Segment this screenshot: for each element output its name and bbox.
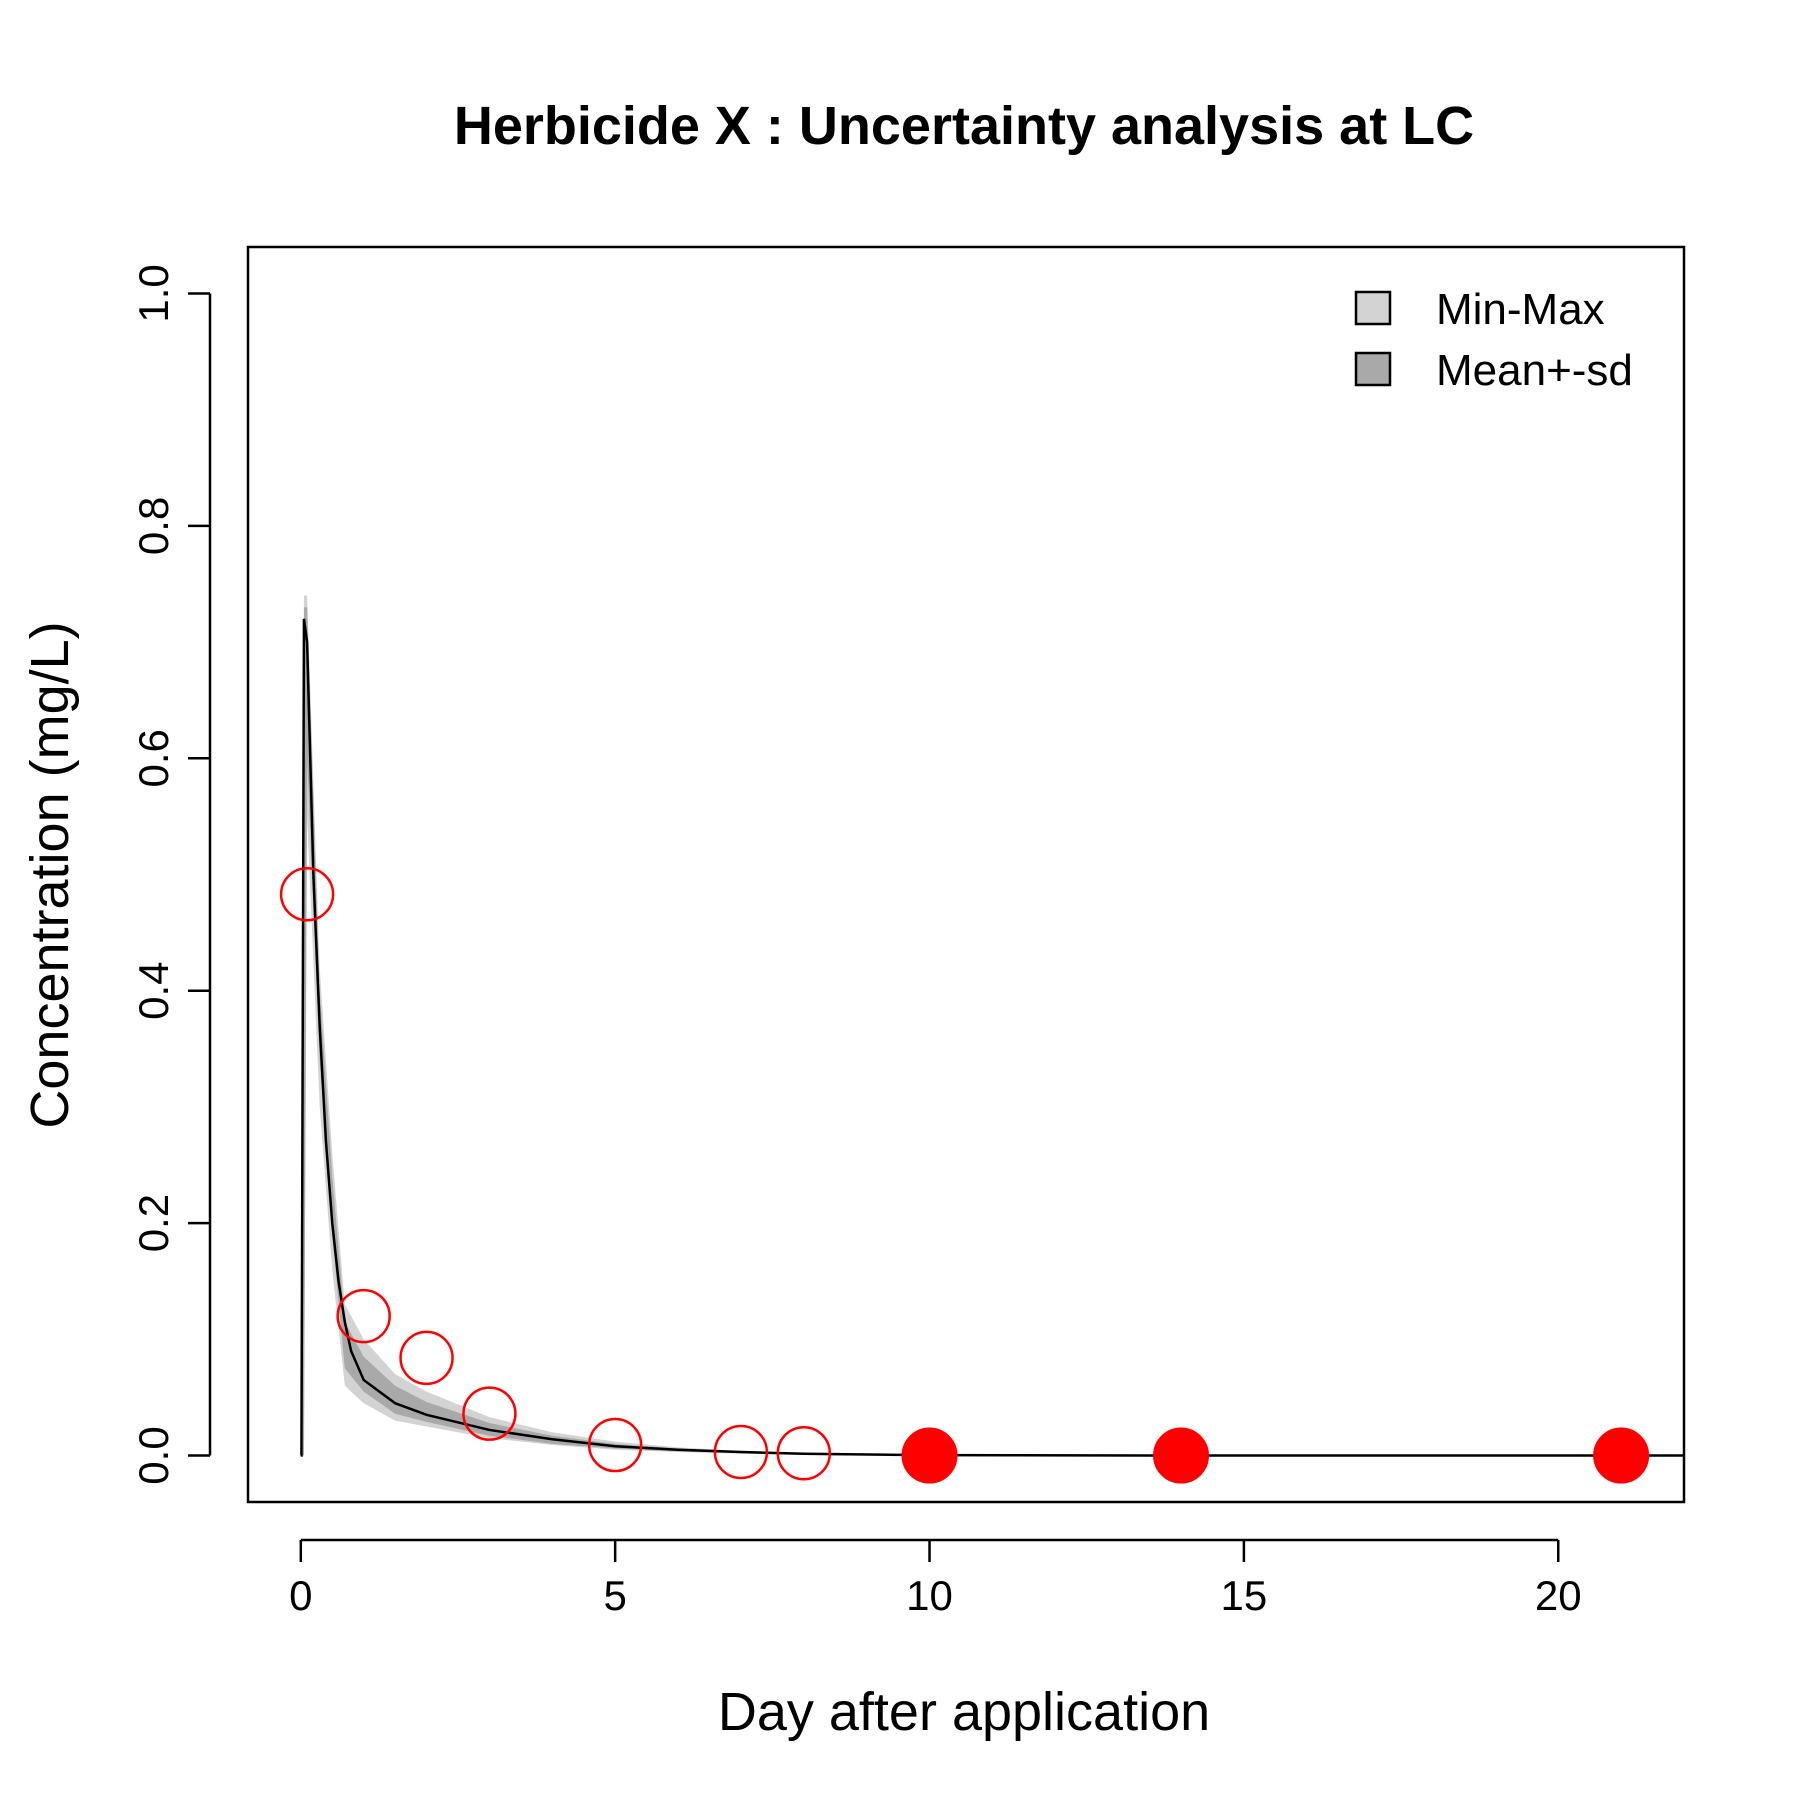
legend-swatch — [1354, 351, 1392, 387]
chart-title: Herbicide X : Uncertainty analysis at LC — [454, 96, 1474, 156]
observed-point-below-limit — [1593, 1427, 1650, 1484]
observed-point — [279, 867, 335, 922]
observed-point — [587, 1417, 643, 1473]
observed-point — [462, 1386, 517, 1441]
y-tick-label: 0.6 — [130, 729, 177, 787]
legend-label: Min-Max — [1436, 285, 1605, 334]
x-tick-label: 15 — [1221, 1572, 1268, 1619]
legend-swatch — [1354, 290, 1392, 326]
y-axis-label: Concentration (mg/L) — [20, 621, 80, 1128]
plot-frame — [246, 245, 1686, 1504]
axes: 0 5 10 15 20 0.0 0.2 0.4 0.6 0.8 1.0 — [130, 264, 1582, 1619]
y-tick-label: 0.0 — [130, 1426, 177, 1484]
y-tick-label: 1.0 — [130, 264, 177, 322]
x-tick-label: 10 — [906, 1572, 953, 1619]
x-axis-label: Day after application — [718, 1682, 1210, 1742]
mean-sd-band — [300, 607, 842, 1456]
observed-point — [399, 1330, 454, 1386]
observed-point — [776, 1425, 832, 1481]
mean-line — [300, 618, 1684, 1457]
legend-label: Mean+-sd — [1436, 346, 1633, 395]
observed-point-below-limit — [901, 1427, 958, 1484]
observed-point — [713, 1424, 769, 1480]
y-tick-label: 0.2 — [130, 1194, 177, 1252]
legend: Min-Max Mean+-sd — [1354, 285, 1633, 395]
y-tick-label: 0.8 — [130, 497, 177, 555]
x-tick-label: 0 — [289, 1572, 312, 1619]
plot-area — [279, 595, 1684, 1484]
observed-point — [336, 1288, 391, 1344]
x-tick-label: 20 — [1535, 1572, 1582, 1619]
observed-point-below-limit — [1153, 1427, 1210, 1484]
x-tick-label: 5 — [603, 1572, 626, 1619]
y-tick-label: 0.4 — [130, 962, 177, 1020]
